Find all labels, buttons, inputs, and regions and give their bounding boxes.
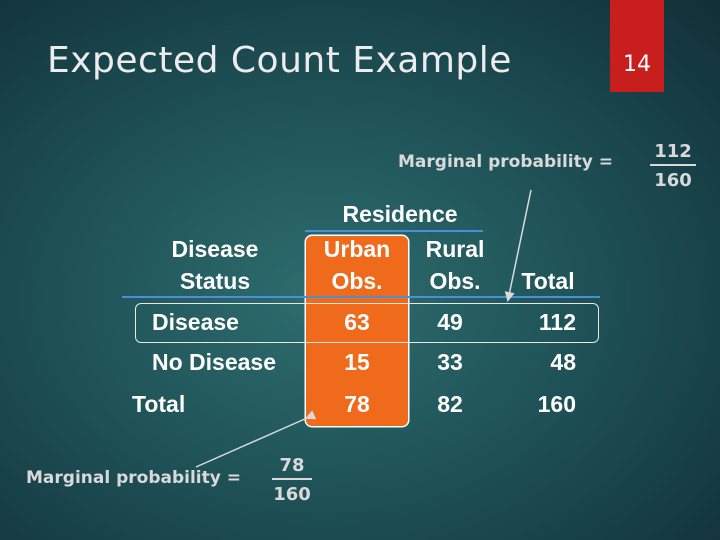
residence-header: Residence	[342, 201, 458, 227]
residence-underline	[305, 230, 483, 232]
col-rural-line2: Obs.	[429, 268, 481, 294]
cell-total-total: 160	[537, 391, 576, 417]
marginal-probability-bottom-label: Marginal probability =	[26, 468, 241, 488]
row-label-disease: Disease	[152, 309, 239, 335]
col-urban-line1: Urban	[323, 236, 391, 262]
cell-disease-total: 112	[538, 309, 576, 335]
cell-nodisease-total: 48	[550, 349, 576, 375]
page-number: 14	[623, 52, 651, 77]
marginal-bottom-fraction-bar	[272, 478, 312, 480]
row-header-line1: Disease	[171, 236, 259, 262]
row-label-total: Total	[132, 391, 186, 417]
col-total-line2: Total	[521, 268, 575, 294]
header-rule	[122, 296, 600, 298]
disease-row-outline	[135, 303, 599, 343]
cell-disease-urban: 63	[344, 309, 370, 335]
arrow-to-total-112	[504, 189, 532, 302]
cell-total-urban: 78	[344, 391, 370, 417]
marginal-bottom-numerator: 78	[279, 455, 305, 476]
marginal-top-numerator: 112	[654, 141, 692, 162]
marginal-probability-top-label: Marginal probability =	[398, 152, 613, 172]
cell-disease-rural: 49	[437, 309, 463, 335]
marginal-bottom-denominator: 160	[273, 484, 311, 505]
col-urban-line2: Obs.	[331, 268, 383, 294]
row-label-no-disease: No Disease	[152, 349, 277, 375]
arrow-to-total-78	[195, 410, 317, 468]
slide-title: Expected Count Example	[47, 40, 512, 81]
cell-total-rural: 82	[437, 391, 463, 417]
marginal-top-fraction-bar	[650, 164, 696, 166]
page-number-badge	[610, 0, 664, 92]
marginal-top-denominator: 160	[654, 170, 692, 191]
row-header-line2: Status	[179, 268, 251, 294]
cell-nodisease-urban: 15	[344, 349, 370, 375]
urban-column-highlight	[306, 236, 408, 426]
cell-nodisease-rural: 33	[437, 349, 463, 375]
col-rural-line1: Rural	[425, 236, 485, 262]
